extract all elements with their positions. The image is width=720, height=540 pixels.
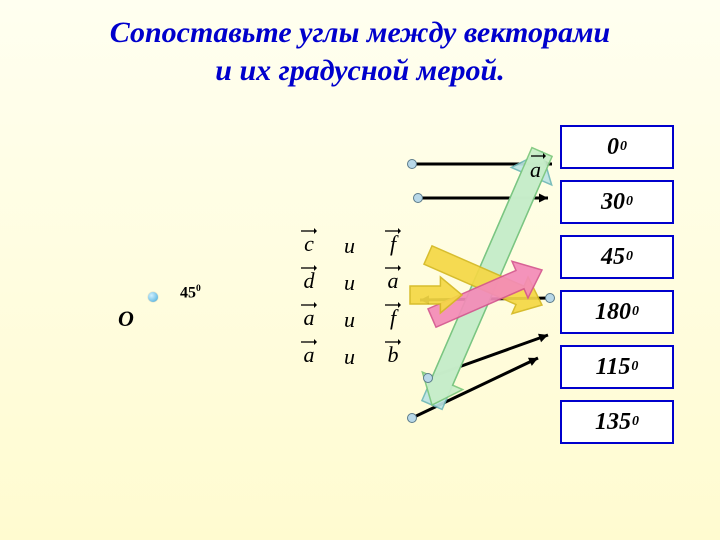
vector-letter-a: a — [384, 262, 402, 294]
title-line-1: Сопоставьте углы между векторами — [110, 16, 610, 49]
pair-conjunction: u — [344, 270, 355, 296]
vector-letter-d: d — [300, 262, 318, 294]
vector-letter-b: b — [384, 336, 402, 368]
answer-0[interactable]: 00 — [560, 125, 674, 169]
answer-45[interactable]: 450 — [560, 235, 674, 279]
answer-30[interactable]: 300 — [560, 180, 674, 224]
vector-letter-a: a — [300, 299, 318, 331]
origin-label: O — [118, 306, 134, 332]
origin-point — [148, 292, 158, 302]
answer-180[interactable]: 1800 — [560, 290, 674, 334]
vector-letter-c: c — [300, 225, 318, 257]
side-angle-label: 450 — [180, 283, 201, 302]
vector-letter-f: f — [384, 225, 402, 257]
answer-115[interactable]: 1150 — [560, 345, 674, 389]
pair-conjunction: u — [344, 307, 355, 333]
pair-conjunction: u — [344, 233, 355, 259]
answer-135[interactable]: 1350 — [560, 400, 674, 444]
vector-a-label: a — [530, 150, 546, 183]
vector-letter-f: f — [384, 299, 402, 331]
vectors-diagram — [400, 140, 565, 430]
vector-letter-a: a — [300, 336, 318, 368]
pair-conjunction: u — [344, 344, 355, 370]
title-line-2: и их градусной мерой. — [215, 54, 504, 87]
page-title: Сопоставьте углы между векторами и их гр… — [0, 14, 720, 89]
